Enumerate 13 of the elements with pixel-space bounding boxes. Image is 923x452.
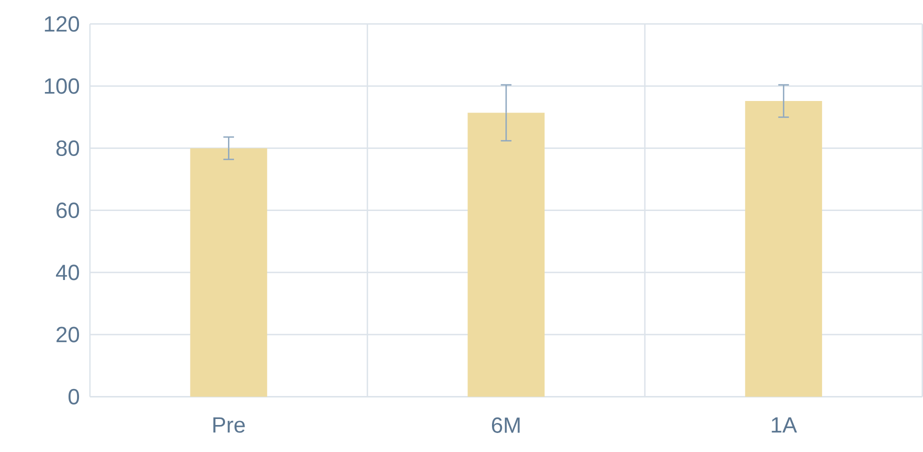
y-tick-label: 40	[56, 264, 80, 280]
y-tick-label: 60	[56, 202, 80, 218]
x-tick-label: Pre	[213, 418, 245, 433]
bar	[745, 101, 822, 397]
bar	[190, 148, 268, 397]
x-tick-label: 1A	[772, 418, 798, 433]
y-tick-label: 20	[56, 326, 80, 343]
y-tick-label: 120	[44, 16, 80, 32]
y-tick-label: 100	[44, 78, 80, 94]
y-tick-label: 80	[56, 140, 80, 156]
x-tick-label: 6M	[492, 418, 520, 434]
y-tick-label: 0	[68, 389, 80, 405]
bar	[468, 112, 545, 397]
